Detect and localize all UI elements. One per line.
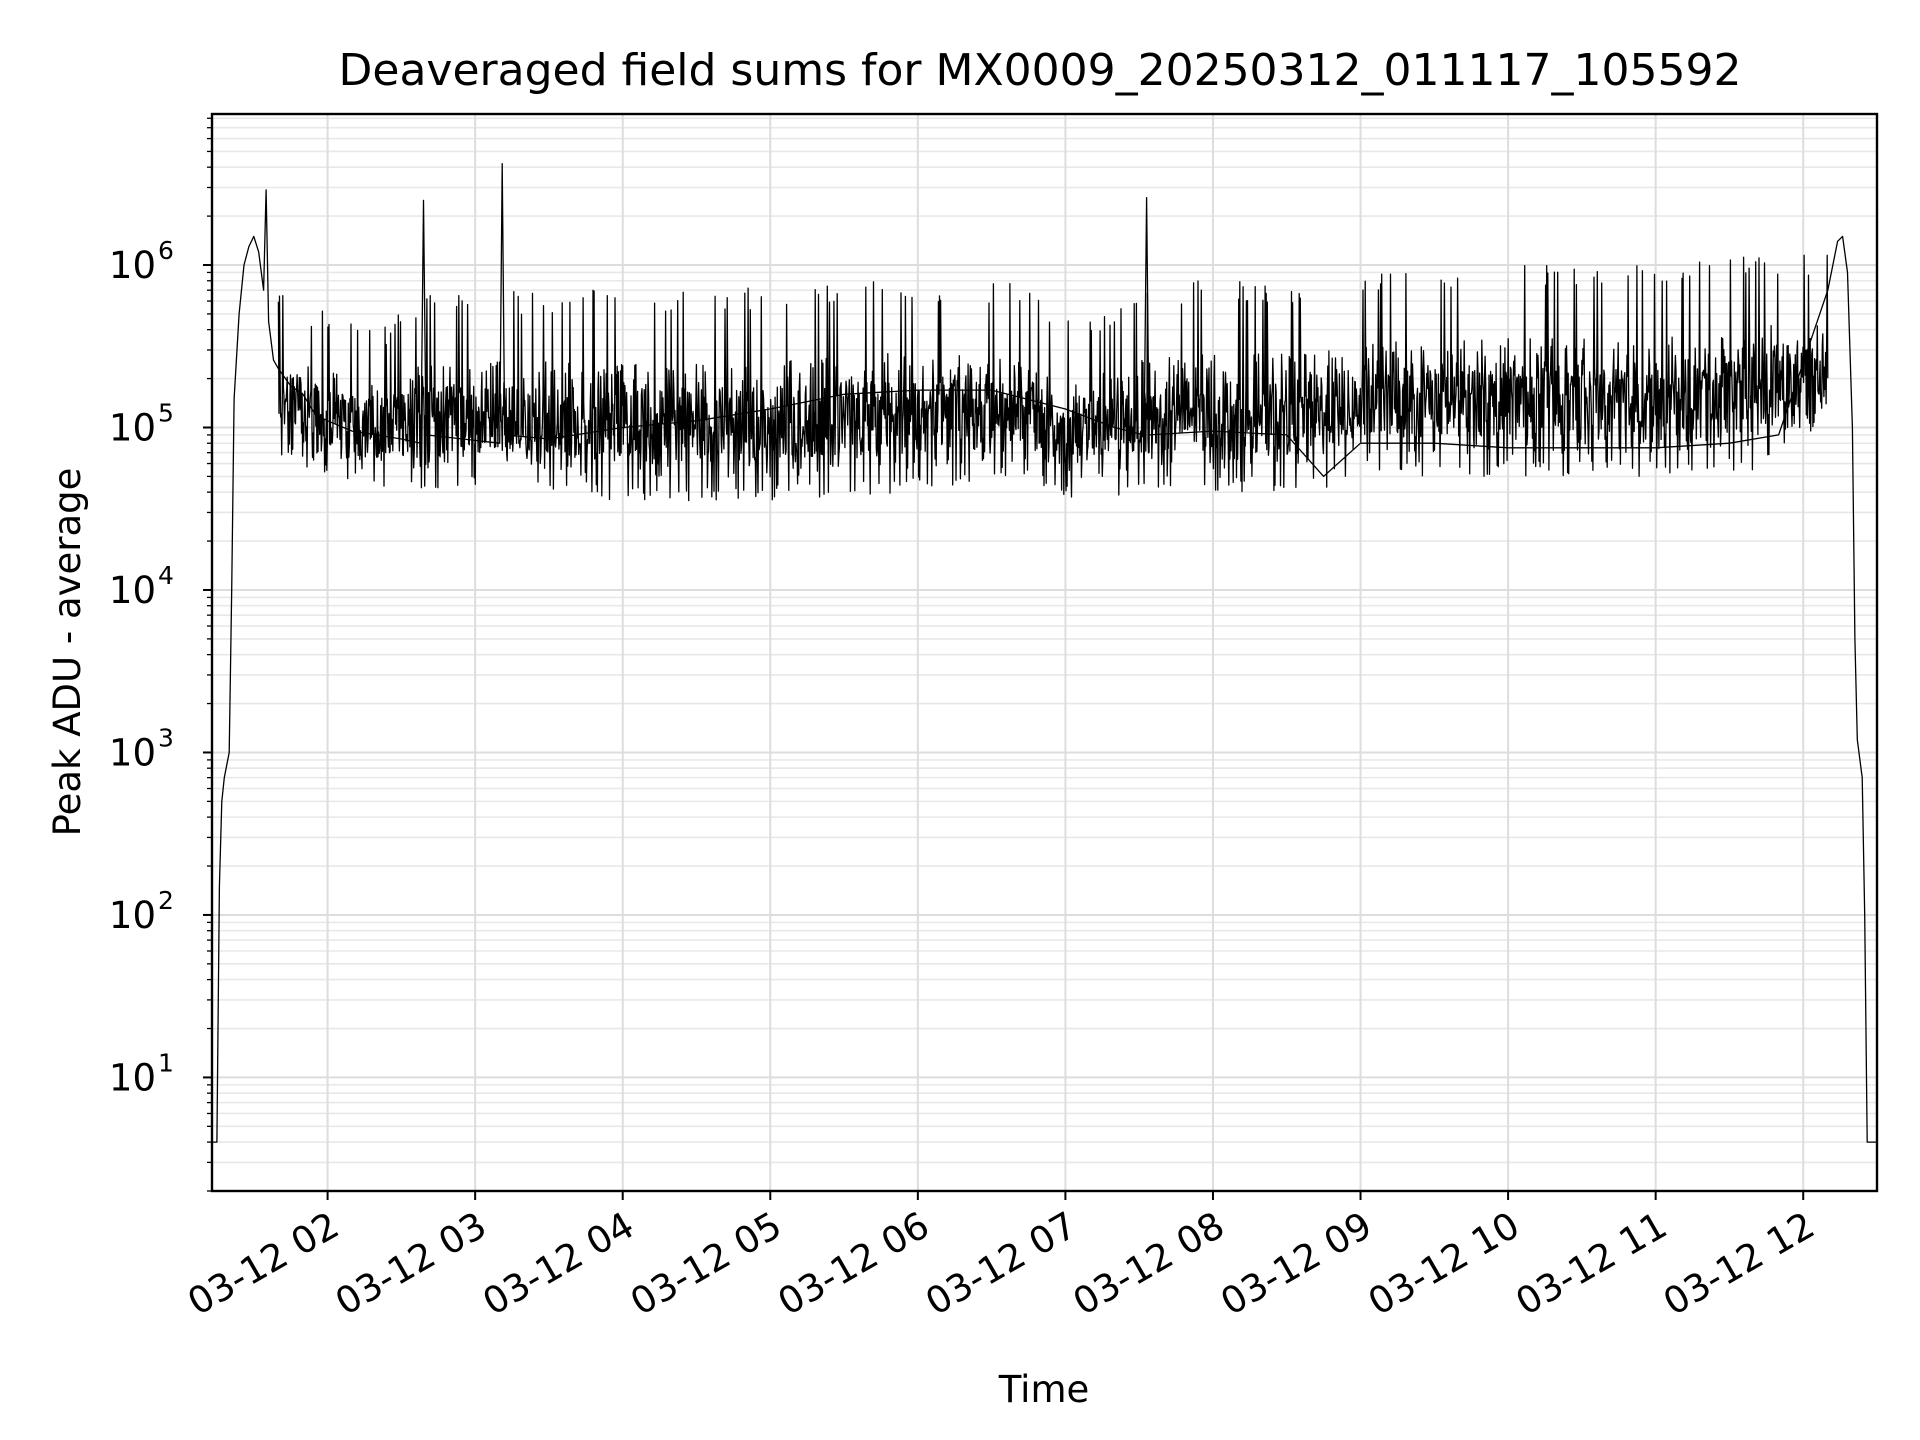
chart-title: Deaveraged field sums for MX0009_2025031… <box>339 45 1742 96</box>
series-noise-trace <box>277 254 1829 502</box>
x-tick-label: 03-12 09 <box>1213 1204 1379 1324</box>
y-tick-label: 10 <box>109 406 156 449</box>
plot-area <box>212 163 1877 1143</box>
y-axis-label: Peak ADU - average <box>46 468 89 837</box>
x-tick-label: 03-12 03 <box>328 1204 494 1324</box>
x-tick-label: 03-12 04 <box>476 1204 642 1324</box>
x-tick-label: 03-12 10 <box>1361 1204 1527 1324</box>
y-tick-exponent: 3 <box>158 723 174 752</box>
y-tick-exponent: 1 <box>158 1048 174 1077</box>
plot-frame <box>210 112 1879 1193</box>
series-line <box>212 163 1877 1143</box>
x-tick-label: 03-12 08 <box>1066 1204 1232 1324</box>
y-tick-label: 10 <box>109 731 156 774</box>
y-tick-exponent: 6 <box>158 236 174 265</box>
grid <box>212 114 1877 1192</box>
x-tick-label: 03-12 07 <box>918 1204 1084 1324</box>
x-axis-label: Time <box>998 1368 1090 1411</box>
y-tick-label: 10 <box>109 244 156 287</box>
y-tick-label: 10 <box>109 1056 156 1099</box>
x-tick-label: 03-12 11 <box>1509 1204 1675 1324</box>
x-tick-label: 03-12 05 <box>623 1204 789 1324</box>
y-tick-exponent: 4 <box>158 561 174 590</box>
x-tick-label: 03-12 06 <box>771 1204 937 1324</box>
x-tick-label: 03-12 02 <box>181 1204 347 1324</box>
y-tick-label: 10 <box>109 894 156 937</box>
x-tick-label: 03-12 12 <box>1656 1204 1822 1324</box>
y-tick-exponent: 2 <box>158 886 174 915</box>
y-tick-label: 10 <box>109 569 156 612</box>
y-tick-exponent: 5 <box>158 398 174 427</box>
